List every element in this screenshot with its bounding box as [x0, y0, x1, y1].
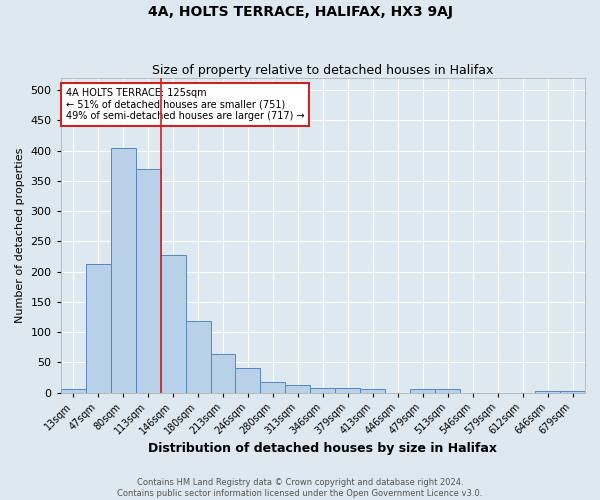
- Text: Contains HM Land Registry data © Crown copyright and database right 2024.
Contai: Contains HM Land Registry data © Crown c…: [118, 478, 482, 498]
- Bar: [86, 264, 110, 392]
- Bar: [110, 148, 136, 392]
- Bar: [136, 169, 161, 392]
- Bar: [335, 388, 361, 392]
- Title: Size of property relative to detached houses in Halifax: Size of property relative to detached ho…: [152, 64, 494, 77]
- Y-axis label: Number of detached properties: Number of detached properties: [15, 148, 25, 323]
- Bar: [211, 354, 235, 393]
- Bar: [560, 390, 585, 392]
- Bar: [361, 390, 385, 392]
- Bar: [310, 388, 335, 392]
- Bar: [235, 368, 260, 392]
- Bar: [260, 382, 286, 392]
- Bar: [435, 389, 460, 392]
- Bar: [61, 390, 86, 392]
- Bar: [161, 254, 185, 392]
- Bar: [185, 321, 211, 392]
- Text: 4A, HOLTS TERRACE, HALIFAX, HX3 9AJ: 4A, HOLTS TERRACE, HALIFAX, HX3 9AJ: [148, 5, 452, 19]
- Bar: [286, 384, 310, 392]
- Bar: [410, 390, 435, 392]
- Text: 4A HOLTS TERRACE: 125sqm
← 51% of detached houses are smaller (751)
49% of semi-: 4A HOLTS TERRACE: 125sqm ← 51% of detach…: [66, 88, 305, 121]
- X-axis label: Distribution of detached houses by size in Halifax: Distribution of detached houses by size …: [148, 442, 497, 455]
